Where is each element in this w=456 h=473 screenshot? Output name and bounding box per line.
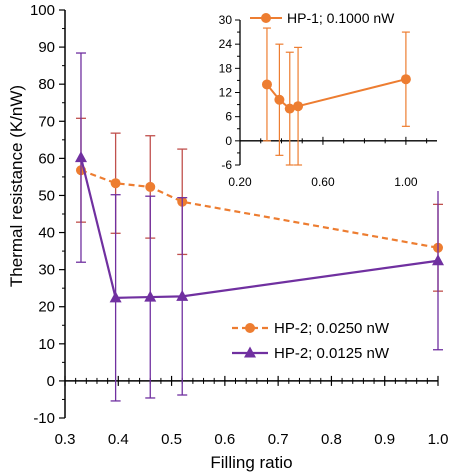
y-tick-label: 0 <box>47 373 55 390</box>
data-point <box>145 181 156 192</box>
y-tick-label: 20 <box>38 299 55 316</box>
y-tick-label: -10 <box>33 410 55 427</box>
inset-y-tick-label: 24 <box>219 37 233 51</box>
x-tick-label: 0.4 <box>108 431 129 448</box>
inset-x-tick-label: 0.20 <box>228 175 252 189</box>
y-tick-label: 40 <box>38 225 55 242</box>
y-tick-label: 80 <box>38 76 55 93</box>
inset-x-tick-label: 0.60 <box>311 175 335 189</box>
legend-label: HP-2; 0.0250 nW <box>274 320 390 337</box>
data-point <box>432 254 444 266</box>
inset-y-tick-label: 18 <box>219 61 233 75</box>
data-point <box>109 291 122 303</box>
y-tick-label: 10 <box>38 336 55 353</box>
data-point <box>74 151 87 163</box>
x-tick-label: 0.8 <box>321 431 342 448</box>
inset-y-tick-label: 30 <box>219 13 233 27</box>
x-tick-label: 0.7 <box>268 431 289 448</box>
y-tick-label: 60 <box>38 150 55 167</box>
data-point <box>176 289 189 301</box>
y-tick-label: 90 <box>38 39 55 56</box>
inset-y-tick-label: -6 <box>221 158 232 172</box>
inset-x-tick-label: 1.00 <box>394 175 418 189</box>
x-tick-label: 0.5 <box>161 431 182 448</box>
inset-data-point <box>261 79 272 90</box>
x-tick-label: 0.6 <box>214 431 235 448</box>
inset-data-point <box>293 101 304 112</box>
legend-label: HP-2; 0.0125 nW <box>274 345 390 362</box>
inset-data-point <box>274 94 285 105</box>
y-tick-label: 50 <box>38 187 55 204</box>
inset-legend-label: HP-1; 0.1000 nW <box>287 10 395 26</box>
inset-y-tick-label: 6 <box>225 110 232 124</box>
data-point <box>144 290 157 302</box>
y-tick-label: 70 <box>38 113 55 130</box>
inset-y-tick-label: 12 <box>219 86 233 100</box>
x-tick-label: 0.9 <box>374 431 395 448</box>
inset-legend-marker <box>261 13 271 23</box>
data-point <box>110 178 121 189</box>
y-tick-label: 100 <box>30 2 55 19</box>
legend-marker <box>244 346 256 358</box>
x-tick-label: 1.0 <box>428 431 449 448</box>
y-axis-title: Thermal resistance (K/nW) <box>7 85 26 287</box>
x-tick-label: 0.3 <box>55 431 76 448</box>
y-tick-label: 30 <box>38 262 55 279</box>
x-axis-title: Filling ratio <box>210 453 292 472</box>
legend-marker <box>245 323 255 333</box>
inset-data-point <box>284 103 295 114</box>
inset-data-point <box>400 74 411 85</box>
inset-y-tick-label: 0 <box>225 134 232 148</box>
